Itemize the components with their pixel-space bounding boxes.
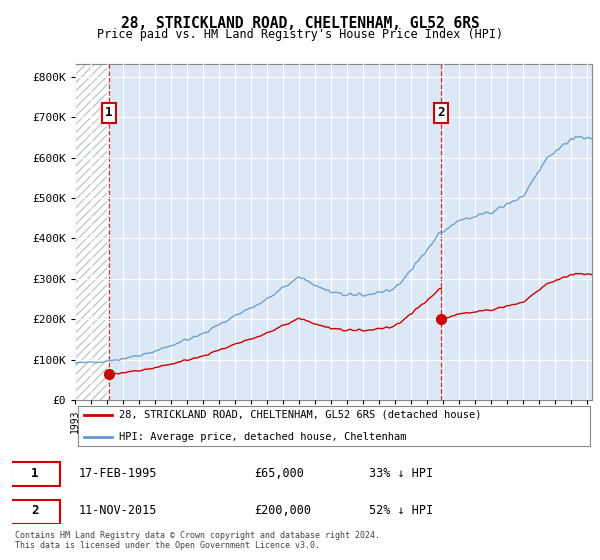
Bar [75,64,109,400]
Text: 33% ↓ HPI: 33% ↓ HPI [369,466,433,480]
Text: £65,000: £65,000 [254,466,304,480]
Text: £200,000: £200,000 [254,505,311,517]
Bar [75,64,109,400]
Text: Price paid vs. HM Land Registry's House Price Index (HPI): Price paid vs. HM Land Registry's House … [97,28,503,41]
Text: Contains HM Land Registry data © Crown copyright and database right 2024.
This d: Contains HM Land Registry data © Crown c… [15,530,380,550]
Text: 2: 2 [437,106,445,119]
Text: 28, STRICKLAND ROAD, CHELTENHAM, GL52 6RS: 28, STRICKLAND ROAD, CHELTENHAM, GL52 6R… [121,16,479,31]
Text: 2: 2 [31,505,39,517]
FancyBboxPatch shape [77,406,590,446]
Text: 1: 1 [31,466,39,480]
Text: HPI: Average price, detached house, Cheltenham: HPI: Average price, detached house, Chel… [119,432,406,442]
Text: 1: 1 [105,106,113,119]
FancyBboxPatch shape [11,462,60,486]
Text: 17-FEB-1995: 17-FEB-1995 [78,466,157,480]
Text: 52% ↓ HPI: 52% ↓ HPI [369,505,433,517]
Text: 11-NOV-2015: 11-NOV-2015 [78,505,157,517]
Point [436,315,446,324]
Text: 28, STRICKLAND ROAD, CHELTENHAM, GL52 6RS (detached house): 28, STRICKLAND ROAD, CHELTENHAM, GL52 6R… [119,410,481,420]
FancyBboxPatch shape [11,500,60,524]
Point [104,370,114,379]
